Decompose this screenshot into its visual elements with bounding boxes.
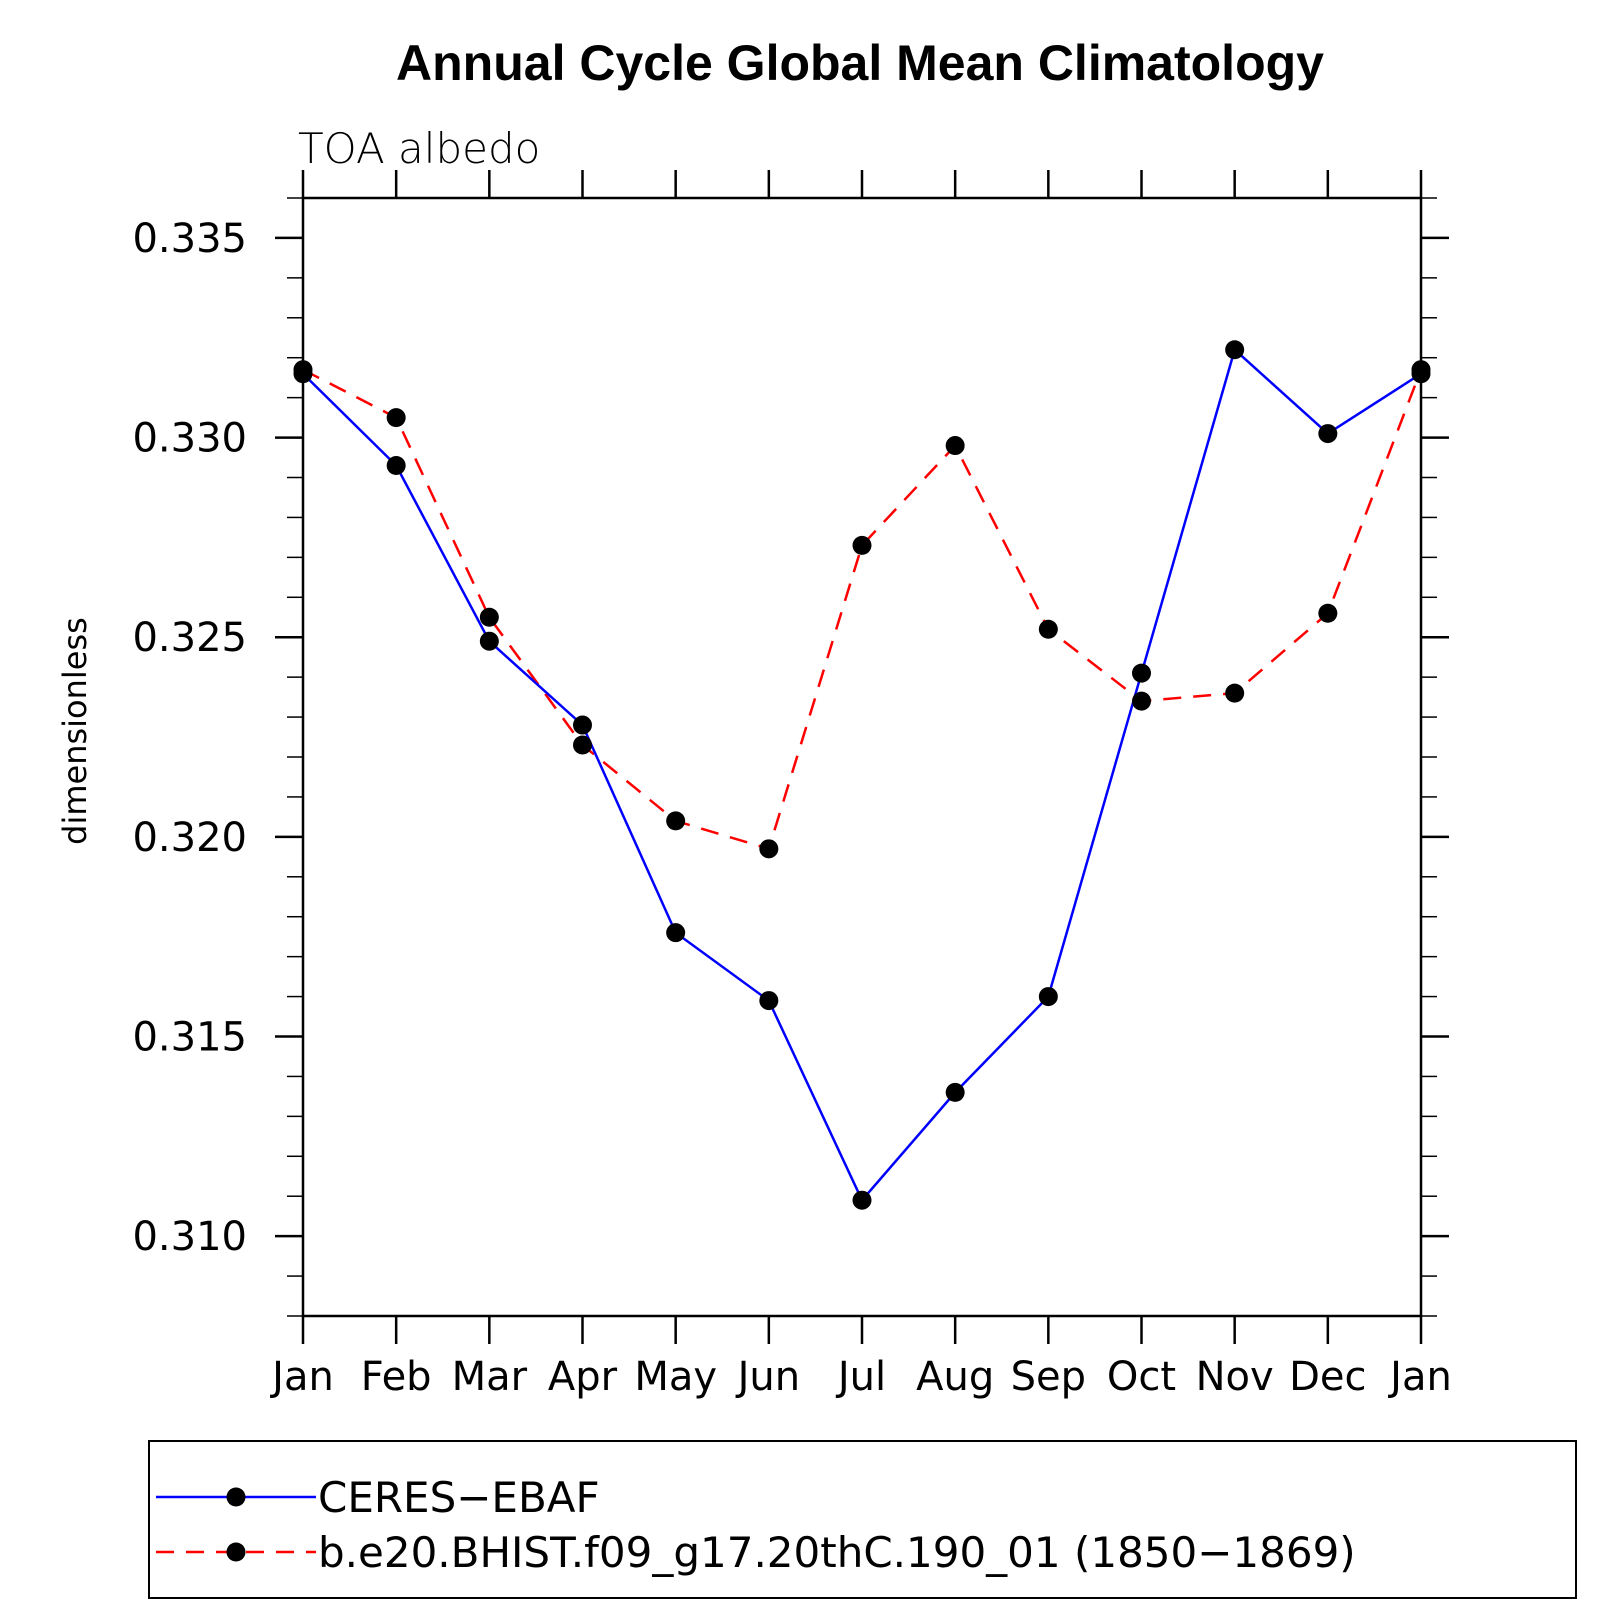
series-line-0 (302, 347, 1422, 1203)
x-tick-label: Mar (452, 1354, 528, 1400)
series-1-point (759, 839, 779, 859)
legend-label-0: CERES−EBAF (318, 1473, 600, 1522)
series-1-point (1132, 691, 1151, 711)
x-tick-label: Sep (1011, 1354, 1086, 1400)
plot-area (293, 340, 1431, 1210)
legend-label-1: b.e20.BHIST.f09_g17.20thC.190_01 (1850−1… (318, 1528, 1356, 1577)
series-1-point (852, 535, 872, 555)
series-1-point (386, 408, 406, 428)
y-tick-label: 0.330 (132, 416, 247, 462)
legend-box (148, 1440, 1577, 1599)
legend-marker-0 (226, 1487, 246, 1507)
series-0-point (479, 631, 499, 651)
x-tick-label: Apr (548, 1354, 618, 1400)
x-tick-label: Feb (361, 1354, 432, 1400)
series-0-point (386, 456, 406, 476)
y-tick-label: 0.325 (132, 615, 247, 661)
series-1-point (479, 607, 499, 627)
series-0-point (852, 1190, 872, 1210)
legend: CERES−EBAF b.e20.BHIST.f09_g17.20thC.190_… (156, 1473, 1356, 1577)
series-0-point (1318, 424, 1338, 444)
series-0-point (1038, 987, 1058, 1007)
y-tick-label: 0.320 (132, 815, 247, 861)
x-tick-label: May (634, 1354, 717, 1400)
x-tick-label: Jul (835, 1354, 886, 1400)
series-1-point (1318, 603, 1338, 623)
series-1-point (945, 436, 965, 456)
series-0-point (759, 991, 779, 1011)
series-0-point (666, 923, 686, 943)
x-tick-label: Jan (269, 1354, 334, 1400)
series-0-point (1132, 663, 1151, 683)
axes: Jan Feb Mar Apr May Jun Jul Aug Sep Oct Nov Dec Jan 0… (132, 170, 1452, 1400)
x-tick-label: Jan (1387, 1354, 1452, 1400)
x-tick-label: Nov (1196, 1354, 1274, 1400)
y-tick-label: 0.310 (132, 1214, 247, 1260)
x-tick-label: Oct (1107, 1354, 1176, 1400)
x-tick-label: Dec (1289, 1354, 1366, 1400)
x-tick-label: Jun (735, 1354, 801, 1400)
series-0-point (945, 1082, 965, 1102)
x-tick-label: Aug (916, 1354, 994, 1400)
y-tick-label: 0.335 (132, 216, 247, 262)
series-0-point (1225, 340, 1245, 360)
series-1-point (573, 735, 592, 755)
legend-marker-1 (226, 1542, 246, 1562)
chart-subtitle: TOA albedo (298, 124, 540, 173)
series-line-1 (302, 368, 1423, 851)
chart-title: Annual Cycle Global Mean Climatology (396, 35, 1324, 91)
series-1-point (666, 811, 686, 831)
series-1-point (1038, 619, 1058, 639)
series-1-point (1225, 683, 1245, 703)
y-axis-label: dimensionless (56, 617, 94, 845)
y-tick-label: 0.315 (132, 1015, 247, 1061)
series-0-point (573, 715, 592, 735)
